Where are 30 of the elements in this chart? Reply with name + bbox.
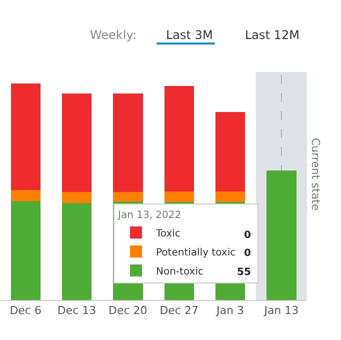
bar (215, 112, 246, 192)
bar (266, 170, 296, 300)
x-tick-label: Dec 20 (108, 304, 148, 318)
bar (62, 192, 92, 204)
legend-label: Potentially toxic (156, 247, 236, 258)
legend-label: Toxic (155, 228, 180, 240)
bar (113, 192, 143, 202)
text: Weekly: (90, 28, 136, 42)
x-tick-label: Jan 3 (216, 304, 244, 318)
text: Last 12M (245, 28, 300, 42)
bar (113, 93, 143, 192)
bar (62, 203, 92, 300)
bar (10, 201, 40, 300)
text: Last 3M (166, 28, 213, 42)
bar (215, 191, 246, 202)
bar (164, 191, 194, 202)
band-label: Current state (308, 138, 322, 211)
x-tick-label: Dec 27 (160, 304, 198, 318)
legend-label: Non-toxic (156, 266, 204, 278)
legend-title: Jan 13, 2022 (117, 210, 182, 221)
x-tick-label: Jan 13 (263, 304, 299, 318)
annotation: 0 (244, 230, 251, 241)
bar (62, 93, 92, 192)
bar (10, 83, 40, 190)
annotation: 55 (237, 267, 251, 278)
annotation: 0 (244, 248, 251, 259)
bar (164, 86, 194, 192)
x-tick-label: Dec 6 (10, 304, 42, 318)
bar (10, 190, 40, 202)
x-tick-label: Dec 13 (57, 304, 96, 318)
